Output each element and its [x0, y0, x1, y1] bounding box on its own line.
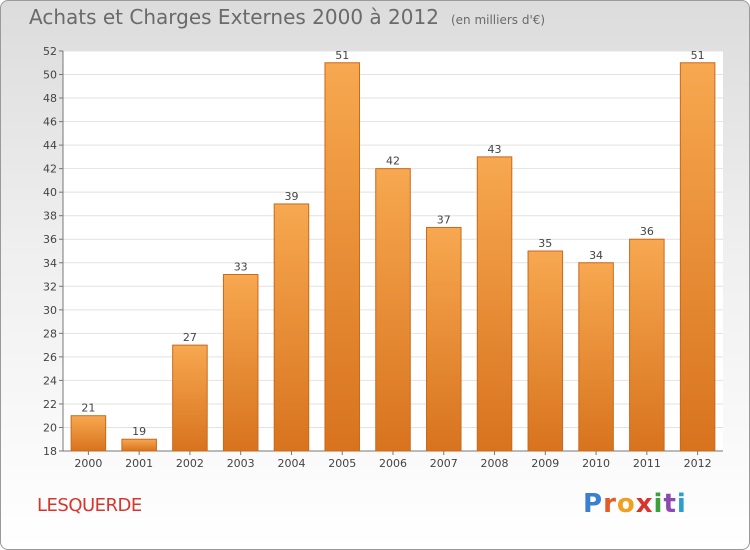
bar: [70, 415, 107, 452]
bar: [324, 62, 360, 452]
bar: [527, 250, 564, 452]
y-tick-label: 26: [43, 351, 57, 364]
y-tick-label: 38: [43, 210, 57, 223]
bar: [222, 274, 259, 452]
logo-letter: i: [653, 489, 664, 519]
bar-value-label: 35: [538, 237, 552, 250]
x-tick-label: 2010: [582, 457, 610, 470]
bar-value-label: 33: [234, 261, 248, 274]
chart-unit: (en milliers d'€): [450, 13, 546, 27]
y-tick-label: 40: [43, 186, 57, 199]
logo-letter: x: [635, 489, 654, 519]
bar-value-label: 42: [386, 155, 400, 168]
x-tick-label: 2009: [531, 457, 559, 470]
logo-letter: t: [663, 489, 677, 519]
proxiti-logo: Proxiti: [583, 489, 687, 519]
bar-value-label: 34: [589, 249, 603, 262]
y-tick-label: 52: [43, 45, 57, 58]
bar: [578, 262, 614, 452]
y-tick-label: 50: [43, 69, 57, 82]
x-tick-label: 2006: [379, 457, 407, 470]
bar-value-label: 51: [335, 49, 349, 62]
logo-letter: i: [676, 489, 687, 519]
y-tick-label: 18: [43, 445, 57, 458]
x-tick-label: 2012: [684, 457, 712, 470]
bar-value-label: 37: [437, 213, 451, 226]
bar: [375, 168, 411, 452]
x-tick-label: 2004: [277, 457, 305, 470]
bar: [476, 156, 513, 452]
y-tick-label: 22: [43, 398, 57, 411]
y-tick-label: 48: [43, 92, 57, 105]
bar-value-label: 19: [132, 425, 146, 438]
bar: [172, 344, 208, 452]
y-tick-label: 44: [43, 139, 57, 152]
x-tick-label: 2008: [481, 457, 509, 470]
x-tick-label: 2011: [633, 457, 661, 470]
x-tick-label: 2002: [176, 457, 204, 470]
bar: [121, 438, 157, 452]
y-tick-label: 34: [43, 257, 57, 270]
commune-name: LESQUERDE: [37, 495, 142, 516]
bar-value-label: 43: [488, 143, 502, 156]
bar-value-label: 27: [183, 331, 197, 344]
y-tick-label: 28: [43, 327, 57, 340]
y-tick-label: 32: [43, 280, 57, 293]
x-tick-label: 2001: [125, 457, 153, 470]
y-tick-label: 30: [43, 304, 57, 317]
chart-title: Achats et Charges Externes 2000 à 2012: [29, 5, 439, 29]
bar-value-label: 39: [284, 190, 298, 203]
bar: [273, 203, 310, 452]
bar-value-label: 21: [81, 402, 95, 415]
bar-value-label: 51: [691, 49, 705, 62]
logo-letter: r: [603, 489, 617, 519]
x-tick-label: 2005: [328, 457, 356, 470]
x-tick-label: 2007: [430, 457, 458, 470]
bar: [426, 226, 462, 452]
bar: [679, 62, 716, 452]
logo-letter: o: [616, 489, 636, 519]
bar-value-label: 36: [640, 225, 654, 238]
x-tick-label: 2000: [74, 457, 102, 470]
bar: [629, 238, 665, 452]
logo-letter: P: [583, 489, 604, 519]
y-tick-label: 36: [43, 233, 57, 246]
y-tick-label: 42: [43, 163, 57, 176]
chart-title-block: Achats et Charges Externes 2000 à 2012 (e…: [29, 5, 545, 29]
x-tick-label: 2003: [227, 457, 255, 470]
y-tick-label: 20: [43, 421, 57, 434]
y-tick-label: 46: [43, 116, 57, 129]
y-tick-label: 24: [43, 374, 57, 387]
